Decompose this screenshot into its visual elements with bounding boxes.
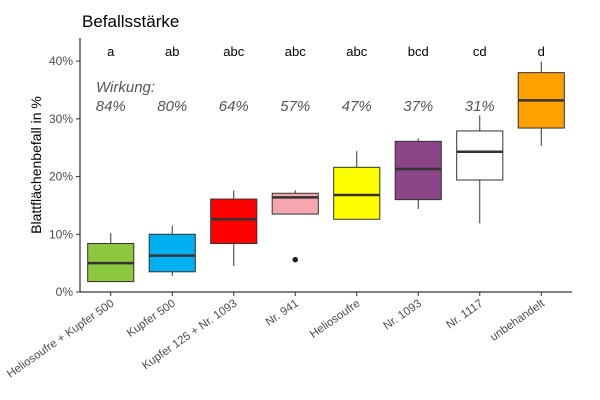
y-axis-label: Blattflächenbefall in % bbox=[28, 96, 44, 234]
x-tick-label: Heliosoufre bbox=[308, 298, 363, 341]
box bbox=[333, 166, 381, 220]
wirkung-value: 47% bbox=[342, 98, 372, 115]
y-tick-label: 0% bbox=[56, 285, 74, 299]
significance-letter: cd bbox=[473, 44, 487, 59]
significance-letter: a bbox=[107, 44, 115, 59]
significance-letter: abc bbox=[346, 44, 367, 59]
plot-area: 0% 10% 20% 30% 40% Heliosoufre + Kupfer 500 a 8… bbox=[5, 38, 572, 381]
significance-letter: abc bbox=[285, 44, 306, 59]
x-tick-label: Nr. 1093 bbox=[381, 298, 424, 333]
wirkung-label: Wirkung: bbox=[96, 79, 155, 96]
wirkung-value: 80% bbox=[157, 98, 187, 115]
wirkung-value: 84% bbox=[96, 98, 126, 115]
box bbox=[394, 140, 442, 201]
box bbox=[148, 233, 196, 273]
wirkung-value: 37% bbox=[403, 98, 433, 115]
wirkung-value: 31% bbox=[465, 98, 495, 115]
box bbox=[210, 198, 258, 245]
x-tick-label: Nr. 941 bbox=[264, 298, 301, 329]
y-tick-label: 20% bbox=[49, 170, 73, 184]
y-tick-label: 40% bbox=[49, 54, 73, 68]
significance-letter: d bbox=[538, 44, 545, 59]
x-tick-label: Heliosoufre + Kupfer 500 bbox=[5, 298, 116, 381]
y-tick-label: 10% bbox=[49, 227, 73, 241]
x-tick-label: Nr. 1117 bbox=[444, 298, 485, 332]
chart-title: Befallsstärke bbox=[82, 12, 179, 31]
significance-letter: ab bbox=[165, 44, 179, 59]
wirkung-value: 64% bbox=[219, 98, 249, 115]
outlier-point bbox=[292, 256, 299, 263]
wirkung-value: 57% bbox=[280, 98, 310, 115]
significance-letter: bcd bbox=[408, 44, 429, 59]
x-tick-label: unbehandelt bbox=[488, 297, 547, 344]
y-tick-label: 30% bbox=[49, 112, 73, 126]
x-tick-label: Kupfer 500 bbox=[125, 298, 178, 340]
significance-letter: abc bbox=[223, 44, 244, 59]
box bbox=[456, 130, 504, 181]
